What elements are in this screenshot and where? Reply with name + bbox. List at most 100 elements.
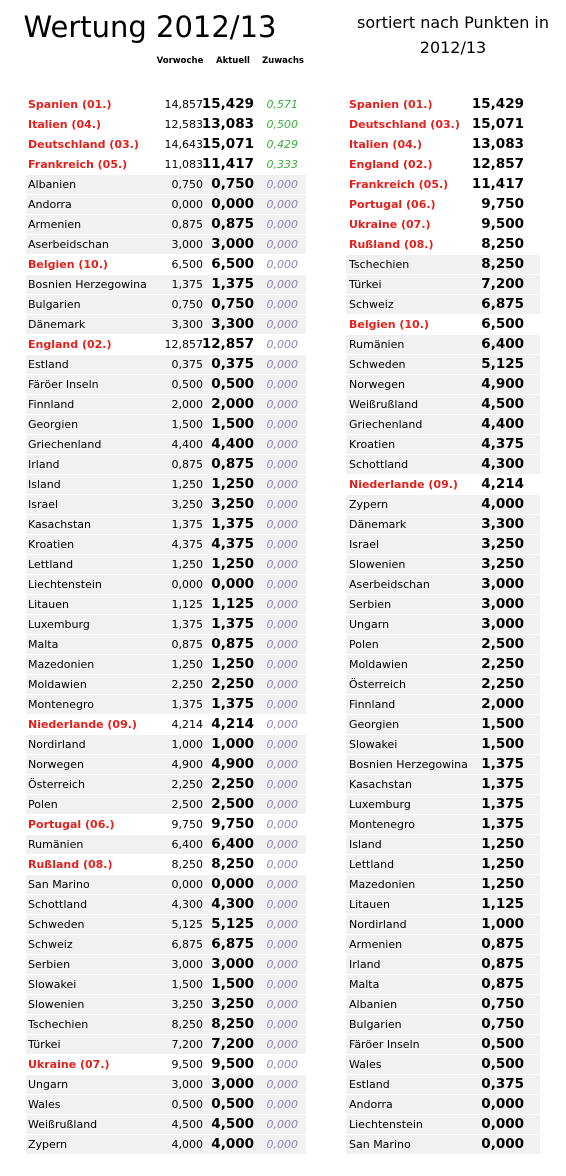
zuwachs: 0,000 xyxy=(266,358,299,371)
table-row: Spanien (01.) 15,429 xyxy=(346,95,540,114)
zuwachs: 0,000 xyxy=(266,338,299,351)
country-name: Mazedonien xyxy=(28,658,95,671)
country-name: Frankreich (05.) xyxy=(28,158,128,171)
vorwoche: 4,400 xyxy=(171,438,204,451)
zuwachs: 0,000 xyxy=(266,998,299,1011)
table-row: Mazedonien 1,250 1,250 0,000 xyxy=(26,655,306,674)
country-name: Lettland xyxy=(349,858,395,871)
aktuell: 2,250 xyxy=(211,676,254,692)
country-name: Georgien xyxy=(349,718,400,731)
table-row: Belgien (10.) 6,500 6,500 0,000 xyxy=(26,255,306,274)
country-name: San Marino xyxy=(349,1138,411,1151)
country-name: Schottland xyxy=(28,898,88,911)
country-name: Litauen xyxy=(28,598,69,611)
vorwoche: 0,875 xyxy=(171,638,204,651)
aktuell: 0,000 xyxy=(211,196,254,212)
aktuell: 1,500 xyxy=(211,416,254,432)
country-name: Finnland xyxy=(349,698,396,711)
table-row: Portugal (06.) 9,750 9,750 0,000 xyxy=(26,815,306,834)
punkte: 4,400 xyxy=(481,416,524,432)
country-name: Kroatien xyxy=(349,438,396,451)
table-row: Rumänien 6,400 6,400 0,000 xyxy=(26,835,306,854)
zuwachs: 0,000 xyxy=(266,1038,299,1051)
punkte: 0,500 xyxy=(481,1056,524,1072)
country-name: Irland xyxy=(349,958,381,971)
table-row: Österreich 2,250 2,250 0,000 xyxy=(26,775,306,794)
country-name: Montenegro xyxy=(349,818,416,831)
aktuell: 0,750 xyxy=(211,296,254,312)
zuwachs: 0,000 xyxy=(266,178,299,191)
country-name: Nordirland xyxy=(349,918,407,931)
zuwachs: 0,000 xyxy=(266,678,299,691)
zuwachs: 0,000 xyxy=(266,1018,299,1031)
country-name: Ungarn xyxy=(349,618,390,631)
country-name: Bosnien Herzegowina xyxy=(28,278,147,291)
zuwachs: 0,000 xyxy=(266,578,299,591)
subtitle: sortiert nach Punkten in 2012/13 xyxy=(356,13,549,57)
punkte: 0,875 xyxy=(481,976,524,992)
table-row: Irland 0,875 xyxy=(346,955,540,974)
punkte: 0,750 xyxy=(481,996,524,1012)
table-row: Dänemark 3,300 3,300 0,000 xyxy=(26,315,306,334)
table-row: Kroatien 4,375 xyxy=(346,435,540,454)
column-header: Zuwachs xyxy=(262,56,304,66)
punkte: 0,750 xyxy=(481,1016,524,1032)
zuwachs: 0,000 xyxy=(266,1138,299,1151)
vorwoche: 1,500 xyxy=(171,418,204,431)
punkte: 0,000 xyxy=(481,1096,524,1112)
table-row: Mazedonien 1,250 xyxy=(346,875,540,894)
vorwoche: 1,250 xyxy=(171,478,204,491)
table-row: Schweiz 6,875 xyxy=(346,295,540,314)
aktuell: 1,375 xyxy=(211,616,254,632)
vorwoche: 2,250 xyxy=(171,778,204,791)
country-name: Island xyxy=(349,838,382,851)
zuwachs: 0,000 xyxy=(266,1098,299,1111)
zuwachs: 0,000 xyxy=(266,458,299,471)
table-row: San Marino 0,000 0,000 0,000 xyxy=(26,875,306,894)
table-row: Slowakei 1,500 1,500 0,000 xyxy=(26,975,306,994)
table-row: Aserbeidschan 3,000 3,000 0,000 xyxy=(26,235,306,254)
punkte: 1,375 xyxy=(481,816,524,832)
table-row: Litauen 1,125 xyxy=(346,895,540,914)
table-row: Georgien 1,500 1,500 0,000 xyxy=(26,415,306,434)
vorwoche: 1,375 xyxy=(171,618,204,631)
aktuell: 0,750 xyxy=(211,176,254,192)
vorwoche: 0,500 xyxy=(171,1098,204,1111)
zuwachs: 0,000 xyxy=(266,898,299,911)
aktuell: 2,500 xyxy=(211,796,254,812)
country-name: Albanien xyxy=(349,998,398,1011)
vorwoche: 0,750 xyxy=(171,298,204,311)
punkte: 3,000 xyxy=(481,596,524,612)
vorwoche: 8,250 xyxy=(171,858,204,871)
country-name: Ukraine (07.) xyxy=(349,218,431,231)
aktuell: 8,250 xyxy=(211,856,254,872)
country-name: Israel xyxy=(28,498,59,511)
zuwachs: 0,000 xyxy=(266,798,299,811)
table-row: Polen 2,500 2,500 0,000 xyxy=(26,795,306,814)
aktuell: 9,750 xyxy=(211,816,254,832)
aktuell: 1,500 xyxy=(211,976,254,992)
table-row: Ungarn 3,000 xyxy=(346,615,540,634)
punkte: 1,375 xyxy=(481,776,524,792)
table-row: Albanien 0,750 0,750 0,000 xyxy=(26,175,306,194)
vorwoche: 3,000 xyxy=(171,238,204,251)
punkte: 6,500 xyxy=(481,316,524,332)
country-name: England (02.) xyxy=(349,158,433,171)
punkte: 4,500 xyxy=(481,396,524,412)
country-name: Ungarn xyxy=(28,1078,69,1091)
vorwoche: 0,875 xyxy=(171,218,204,231)
table-row: Färöer Inseln 0,500 xyxy=(346,1035,540,1054)
table-row: Färöer Inseln 0,500 0,500 0,000 xyxy=(26,375,306,394)
table-row: Türkei 7,200 xyxy=(346,275,540,294)
country-name: Lettland xyxy=(28,558,74,571)
punkte: 2,000 xyxy=(481,696,524,712)
zuwachs: 0,571 xyxy=(266,98,299,111)
punkte: 3,250 xyxy=(481,536,524,552)
table-row: Weißrußland 4,500 xyxy=(346,395,540,414)
vorwoche: 9,750 xyxy=(171,818,204,831)
country-name: Bulgarien xyxy=(349,1018,402,1031)
table-row: Schottland 4,300 4,300 0,000 xyxy=(26,895,306,914)
aktuell: 1,125 xyxy=(211,596,254,612)
punkte: 1,375 xyxy=(481,756,524,772)
punkte: 1,250 xyxy=(481,876,524,892)
